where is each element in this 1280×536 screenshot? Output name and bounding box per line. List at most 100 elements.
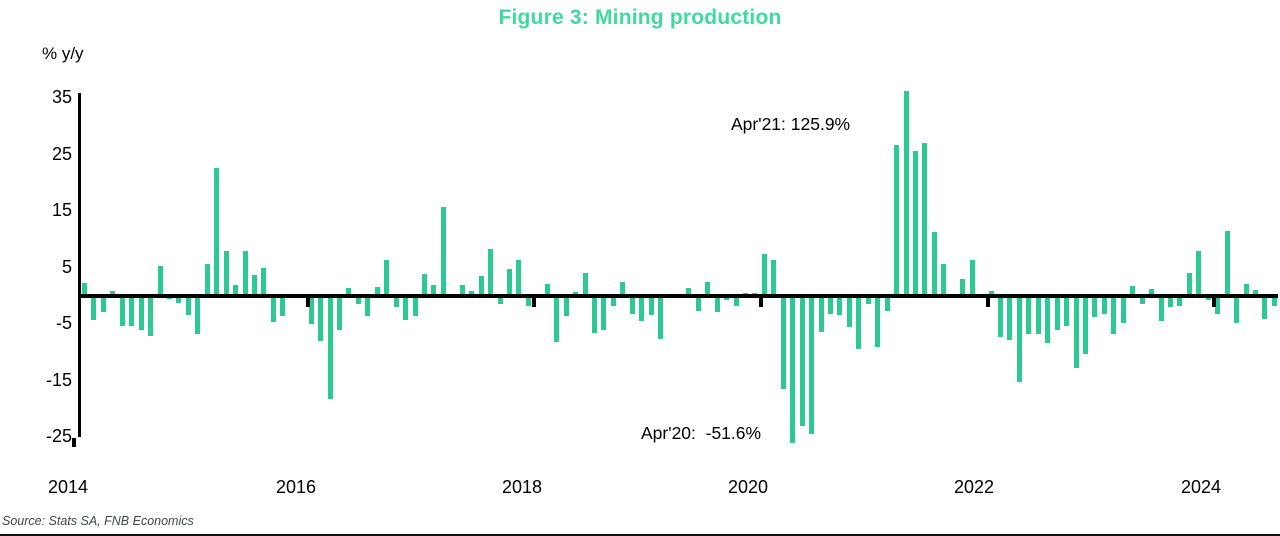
bar-negative — [148, 296, 154, 336]
bar-positive — [705, 281, 711, 296]
bar-negative — [837, 296, 843, 315]
year-tick — [306, 296, 310, 307]
bar-positive — [242, 251, 248, 296]
chart-title: Figure 3: Mining production — [498, 6, 782, 29]
bar-negative — [1271, 296, 1277, 306]
y-tick-label: -5 — [55, 313, 72, 334]
bar-positive — [1186, 272, 1192, 296]
bar-negative — [1120, 296, 1126, 323]
bar-positive — [903, 90, 909, 296]
bar-negative — [1035, 296, 1041, 335]
bar-negative — [639, 296, 645, 322]
bar-negative — [610, 296, 616, 307]
bar-negative — [1045, 296, 1051, 343]
bar-negative — [865, 296, 871, 305]
bar-positive — [251, 274, 257, 296]
bar-negative — [138, 296, 144, 330]
bar-negative — [1168, 296, 1173, 308]
bar-negative — [129, 296, 135, 326]
bar-positive — [1224, 231, 1230, 296]
y-tick-label: 25 — [51, 143, 72, 164]
bar-negative — [327, 296, 333, 399]
y-tick-label: -25 — [45, 426, 72, 447]
bar-positive — [1196, 251, 1202, 296]
x-tick-label: 2022 — [953, 477, 995, 497]
bar-negative — [393, 296, 399, 308]
bar-positive — [988, 290, 994, 296]
year-tick — [986, 296, 990, 307]
bar-negative — [695, 296, 701, 312]
bar-positive — [233, 285, 239, 296]
x-tick-label: 2024 — [1180, 477, 1222, 497]
bar-negative — [554, 296, 560, 343]
bar-positive — [686, 287, 692, 296]
bottom-divider-line — [0, 534, 1280, 536]
y-axis-unit-label: % y/y — [42, 44, 84, 63]
bar-negative — [318, 296, 324, 341]
bar-negative — [846, 296, 852, 327]
bar-negative — [780, 296, 786, 390]
bar-positive — [894, 144, 900, 296]
bar-negative — [185, 296, 191, 316]
bar-positive — [1252, 289, 1258, 296]
bar-positive — [488, 248, 494, 296]
bar-negative — [884, 296, 890, 312]
bar-positive — [204, 264, 210, 296]
bar-positive — [761, 253, 767, 296]
bar-negative — [809, 296, 815, 434]
year-tick — [1212, 296, 1216, 307]
bar-negative — [1139, 296, 1145, 305]
bar-negative — [1054, 296, 1060, 331]
bar-positive — [544, 283, 550, 296]
bar-negative — [119, 296, 125, 326]
bar-negative — [91, 296, 97, 321]
bar-negative — [799, 296, 805, 426]
bar-positive — [913, 150, 919, 296]
bar-positive — [582, 273, 588, 296]
bar-negative — [195, 296, 201, 334]
bar-negative — [828, 296, 834, 315]
bar-negative — [818, 296, 824, 332]
bar-positive — [478, 275, 484, 296]
bar-positive — [960, 279, 966, 296]
bar-negative — [601, 296, 607, 331]
bar-negative — [308, 296, 314, 324]
bar-positive — [516, 259, 522, 296]
bar-negative — [355, 296, 361, 304]
bar-negative — [176, 296, 182, 303]
y-tick-label: 5 — [61, 256, 72, 277]
bar-positive — [384, 259, 390, 296]
year-tick — [759, 296, 763, 307]
bar-negative — [1177, 296, 1183, 307]
bar-negative — [1026, 296, 1032, 334]
bar-negative — [1111, 296, 1117, 334]
bar-negative — [1234, 296, 1240, 323]
bar-negative — [1158, 296, 1164, 321]
bar-negative — [648, 296, 654, 315]
bar-negative — [1092, 296, 1098, 318]
bar-positive — [771, 259, 777, 296]
x-tick-label: 2016 — [275, 477, 317, 497]
bar-positive — [82, 283, 87, 296]
y-tick-label: -15 — [45, 369, 72, 390]
bar-negative — [733, 296, 739, 306]
bar-negative — [1064, 296, 1070, 326]
bar-positive — [1130, 285, 1136, 296]
bar-negative — [1073, 296, 1079, 368]
bar-negative — [1215, 296, 1221, 314]
bar-negative — [1016, 296, 1022, 382]
zero-baseline — [78, 294, 1278, 298]
bar-negative — [412, 296, 418, 316]
year-tick — [532, 296, 536, 307]
source-note: Source: Stats SA, FNB Economics — [2, 514, 194, 528]
bar-negative — [714, 296, 720, 313]
bar-negative — [1262, 296, 1268, 320]
bar-positive — [421, 273, 427, 296]
bar-negative — [658, 296, 664, 339]
bar-positive — [1243, 284, 1249, 296]
bar-negative — [100, 296, 106, 312]
bar-negative — [336, 296, 342, 331]
bar-negative — [790, 296, 796, 443]
annotation-apr21-peak: Apr'21: 125.9% — [731, 114, 851, 134]
